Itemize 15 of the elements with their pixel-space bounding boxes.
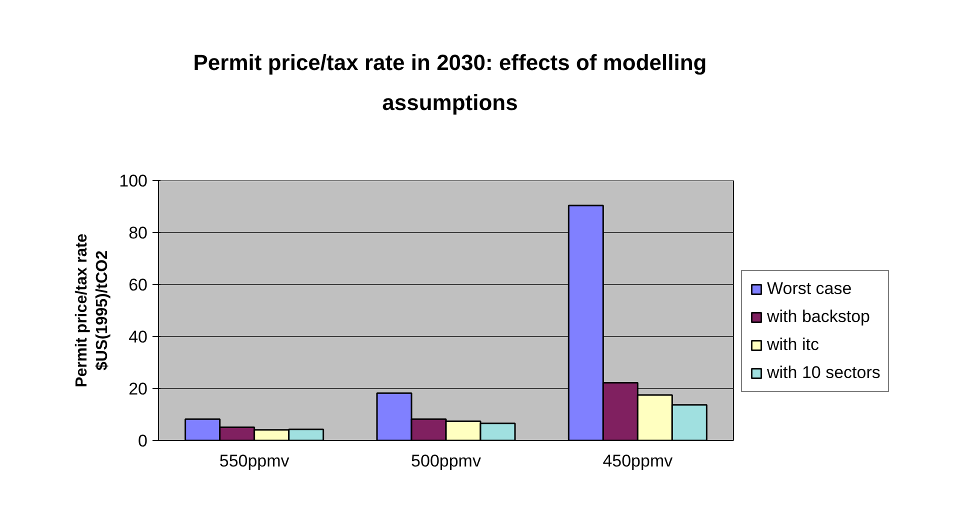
y-tick-label: 0 [138, 432, 148, 450]
y-tick-label: 40 [128, 328, 148, 346]
y-tick-label: 80 [128, 224, 148, 242]
x-tick-label: 450ppmv [602, 452, 674, 470]
x-tick-label: 550ppmv [219, 452, 290, 470]
legend-label: with itc [767, 335, 819, 355]
chart-title: Permit price/tax rate in 2030: effects of modelling assumptions [193, 49, 707, 117]
legend-label: with 10 sectors [767, 363, 880, 383]
x-tick-label: 500ppmv [411, 452, 482, 470]
legend-label: Worst case [767, 279, 852, 299]
y-axis-title: Permit price/tax rate $US(1995)/tCO2 [74, 233, 112, 388]
y-tick-label: 60 [128, 276, 148, 294]
legend-label: with backstop [767, 307, 870, 327]
y-tick-label: 100 [119, 172, 148, 190]
y-tick-label: 20 [128, 380, 148, 398]
